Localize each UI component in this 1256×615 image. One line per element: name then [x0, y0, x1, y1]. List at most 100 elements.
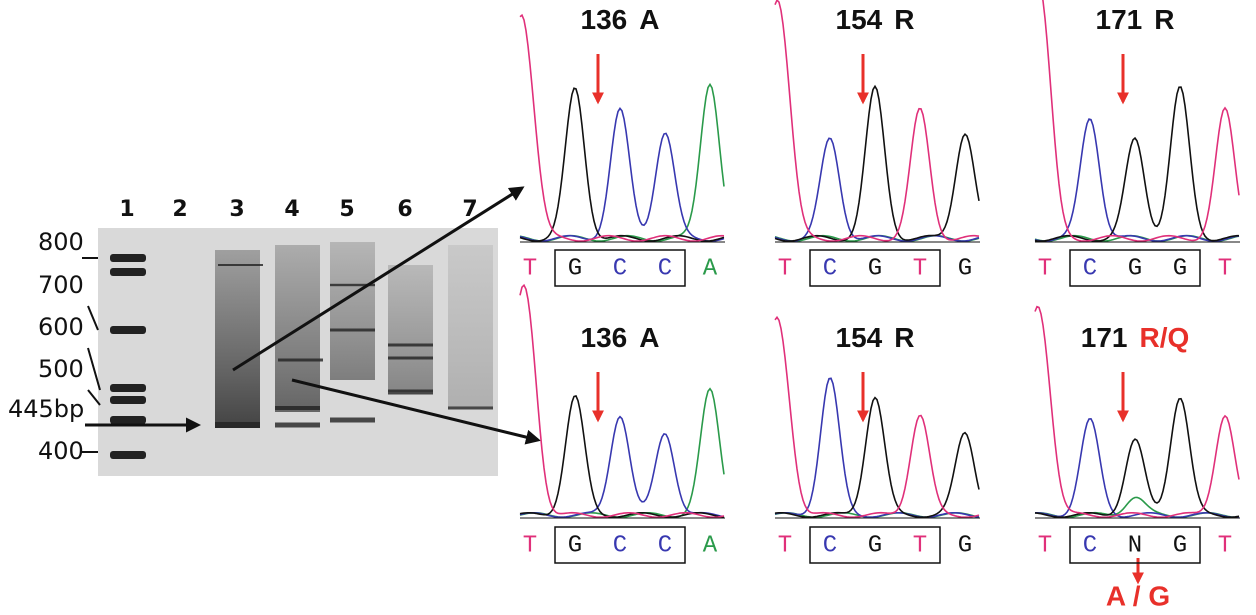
band: [215, 422, 260, 428]
base: G: [568, 532, 582, 559]
codon-box: [554, 249, 686, 287]
codon-box: [554, 526, 686, 564]
lane-label: 6: [397, 197, 412, 222]
lane-smear: [215, 250, 260, 428]
lane-smear: [448, 245, 493, 407]
panel-title: 136 A: [581, 322, 660, 353]
codon-box: [809, 249, 941, 287]
base: C: [823, 255, 837, 282]
band: [330, 328, 375, 332]
size-label: 500: [38, 355, 84, 383]
tick: [87, 389, 101, 406]
band: [448, 406, 493, 410]
residue: A: [639, 4, 659, 35]
trace: [774, 0, 980, 242]
panel-title: 136 A: [581, 4, 660, 35]
base: G: [868, 532, 882, 559]
base: T: [913, 532, 927, 559]
base: T: [778, 532, 792, 559]
lane-label: 2: [172, 197, 187, 222]
ladder-band: [110, 416, 146, 424]
trace: [774, 396, 980, 518]
lane-label: 1: [119, 197, 134, 222]
residue: A: [639, 322, 659, 353]
panel-title: 154 R: [836, 322, 915, 353]
band: [275, 406, 320, 410]
codon-box: [809, 526, 941, 564]
trace: [774, 84, 980, 242]
residue: R: [894, 322, 914, 353]
band: [330, 417, 375, 423]
base: T: [1038, 532, 1052, 559]
arrow: [232, 186, 525, 372]
size-label: 800: [38, 228, 84, 256]
trace: [1034, 397, 1240, 518]
size-label: 445bp: [8, 395, 84, 423]
band: [330, 283, 375, 287]
tick: [87, 347, 101, 391]
ladder-band: [110, 326, 146, 334]
ladder-band: [110, 451, 146, 459]
base: A: [703, 255, 718, 282]
trace: [519, 387, 725, 518]
base: G: [868, 255, 882, 282]
trace: [1034, 86, 1239, 242]
base: G: [1128, 255, 1142, 282]
base: T: [523, 255, 537, 282]
residue: R: [894, 4, 914, 35]
ladder-band: [110, 384, 146, 392]
position: 154: [836, 4, 883, 35]
position: 171: [1081, 322, 1128, 353]
band: [278, 358, 323, 362]
band: [388, 343, 433, 347]
base: G: [1173, 532, 1187, 559]
base: G: [958, 532, 972, 559]
panel-title: 171 R/Q: [1081, 322, 1190, 353]
panel-title: 154 R: [836, 4, 915, 35]
lane-smear: [330, 242, 375, 380]
band: [388, 389, 433, 395]
panel-title: 171 R: [1096, 4, 1175, 35]
lane-smear: [388, 265, 433, 392]
trace: [1042, 0, 1240, 242]
band: [275, 422, 320, 428]
lane-label: 7: [462, 197, 477, 222]
residue: R/Q: [1139, 322, 1189, 353]
trace: [519, 13, 725, 242]
position: 171: [1096, 4, 1143, 35]
trace: [774, 315, 980, 518]
ladder-band: [110, 254, 146, 262]
base: C: [658, 255, 672, 282]
trace: [519, 395, 725, 518]
base: C: [658, 532, 672, 559]
base: T: [913, 255, 927, 282]
mutation-label: A / G: [1106, 580, 1170, 611]
base: T: [1218, 532, 1232, 559]
trace: [774, 377, 980, 518]
band: [388, 356, 433, 360]
base: T: [1218, 255, 1232, 282]
base: C: [613, 255, 627, 282]
base: T: [778, 255, 792, 282]
ladder-band: [110, 396, 146, 404]
lane-label: 5: [339, 197, 354, 222]
trace: [519, 415, 725, 518]
base: T: [1038, 255, 1052, 282]
codon-box: [1069, 249, 1201, 287]
base: C: [1083, 255, 1097, 282]
size-label: 700: [38, 271, 84, 299]
arrow: [291, 378, 541, 445]
residue: R: [1154, 4, 1174, 35]
trace: [519, 107, 725, 242]
base: C: [823, 532, 837, 559]
base: N: [1128, 532, 1142, 559]
base: G: [568, 255, 582, 282]
trace: [519, 82, 725, 242]
codon-box: [1069, 526, 1201, 564]
base: G: [958, 255, 972, 282]
base: T: [523, 532, 537, 559]
position: 136: [581, 322, 628, 353]
gel-bands: [110, 242, 493, 459]
base: C: [613, 532, 627, 559]
